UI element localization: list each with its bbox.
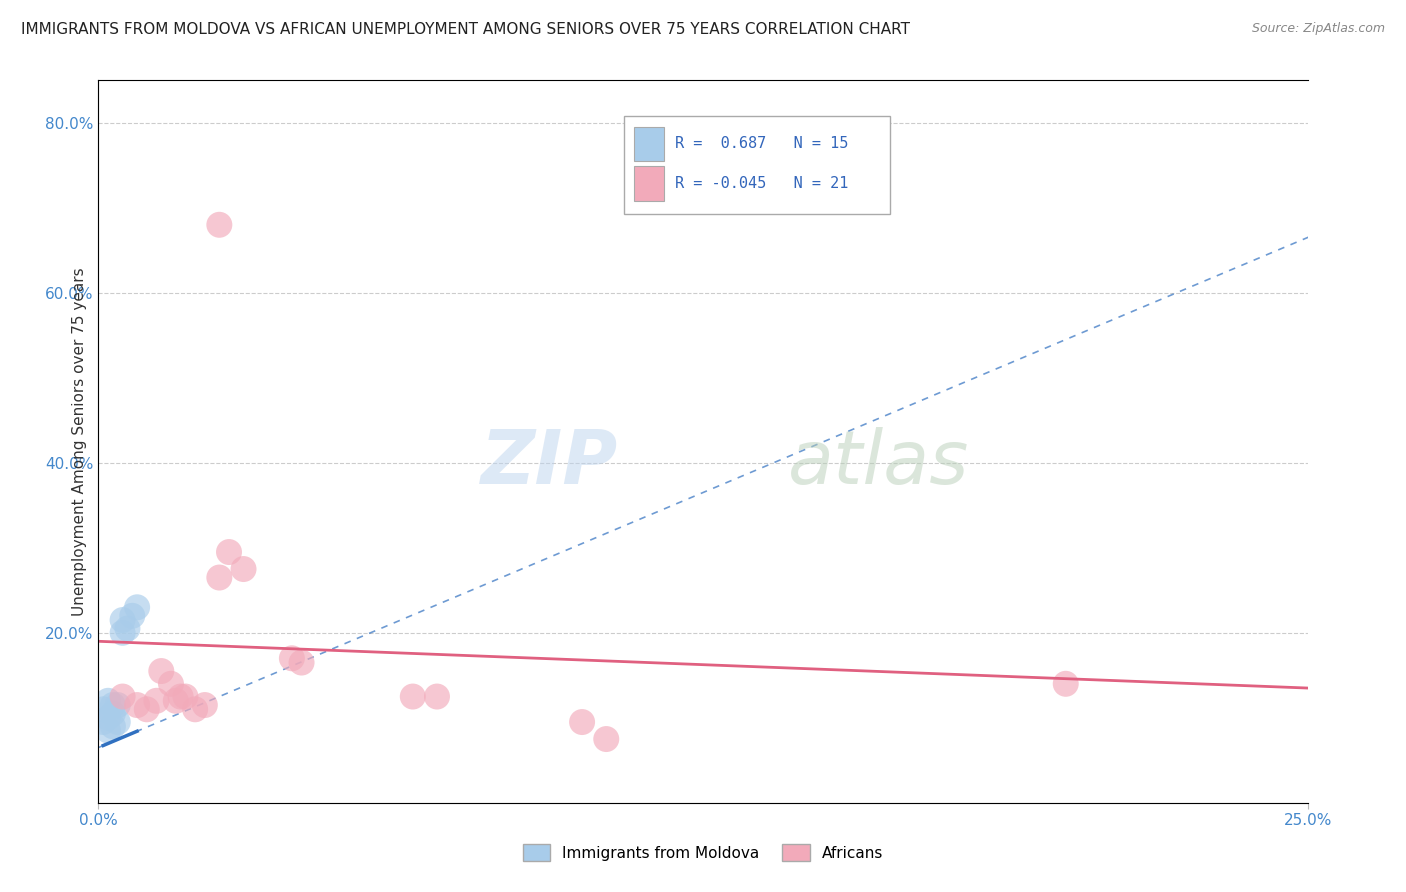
Point bbox=[121, 608, 143, 623]
Point bbox=[290, 656, 312, 670]
Point bbox=[184, 702, 207, 716]
Point bbox=[218, 545, 240, 559]
Point bbox=[97, 723, 120, 738]
Point bbox=[91, 714, 114, 729]
Point bbox=[111, 625, 134, 640]
Point bbox=[169, 690, 191, 704]
Point bbox=[174, 690, 197, 704]
Point bbox=[97, 694, 120, 708]
Point bbox=[208, 570, 231, 584]
Point bbox=[426, 690, 449, 704]
Point bbox=[101, 719, 124, 733]
Text: atlas: atlas bbox=[787, 427, 969, 500]
Text: Source: ZipAtlas.com: Source: ZipAtlas.com bbox=[1251, 22, 1385, 36]
Text: IMMIGRANTS FROM MOLDOVA VS AFRICAN UNEMPLOYMENT AMONG SENIORS OVER 75 YEARS CORR: IMMIGRANTS FROM MOLDOVA VS AFRICAN UNEMP… bbox=[21, 22, 910, 37]
Point bbox=[145, 694, 167, 708]
Text: R = -0.045   N = 21: R = -0.045 N = 21 bbox=[675, 176, 849, 191]
Point bbox=[1054, 677, 1077, 691]
Point bbox=[127, 600, 149, 615]
Legend: Immigrants from Moldova, Africans: Immigrants from Moldova, Africans bbox=[516, 838, 890, 867]
Point bbox=[150, 664, 173, 678]
Point bbox=[117, 622, 139, 636]
Text: R =  0.687   N = 15: R = 0.687 N = 15 bbox=[675, 136, 849, 152]
FancyBboxPatch shape bbox=[634, 166, 664, 201]
Point bbox=[127, 698, 149, 712]
Point bbox=[97, 711, 120, 725]
Point bbox=[281, 651, 304, 665]
Point bbox=[101, 698, 124, 712]
Point bbox=[91, 702, 114, 716]
FancyBboxPatch shape bbox=[624, 117, 890, 214]
Point bbox=[101, 706, 124, 721]
Point bbox=[208, 218, 231, 232]
Text: ZIP: ZIP bbox=[481, 426, 619, 500]
Point bbox=[402, 690, 425, 704]
Point bbox=[595, 732, 617, 747]
Point bbox=[165, 694, 187, 708]
Point bbox=[111, 613, 134, 627]
Point bbox=[571, 714, 593, 729]
Point bbox=[107, 714, 129, 729]
Point bbox=[160, 677, 183, 691]
Point bbox=[107, 698, 129, 712]
Point bbox=[194, 698, 217, 712]
Point bbox=[111, 690, 134, 704]
Point bbox=[135, 702, 157, 716]
FancyBboxPatch shape bbox=[634, 127, 664, 161]
Point bbox=[232, 562, 254, 576]
Y-axis label: Unemployment Among Seniors over 75 years: Unemployment Among Seniors over 75 years bbox=[72, 268, 87, 615]
